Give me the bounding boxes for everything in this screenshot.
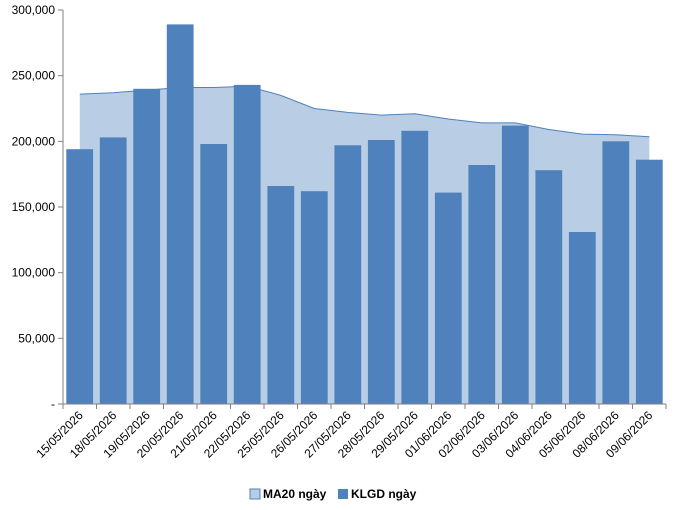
klgd-bar [200,144,228,404]
y-tick-label: - [51,397,55,411]
y-tick-label: 200,000 [12,134,56,148]
klgd-bar [434,192,462,404]
y-tick-label: 50,000 [18,331,55,345]
legend-swatch-klgd [338,489,348,499]
klgd-bar [635,159,663,404]
y-tick-label: 100,000 [12,266,56,280]
klgd-bar [568,232,596,404]
y-tick-label: 300,000 [12,3,56,17]
legend: MA20 ngày KLGD ngày [249,487,417,501]
legend-label-ma20: MA20 ngày [263,487,327,501]
klgd-bar [133,88,161,405]
klgd-bar [99,137,127,404]
klgd-bar [468,165,496,404]
legend-label-klgd: KLGD ngày [351,487,417,501]
klgd-bar [535,170,563,404]
klgd-bar [166,24,194,405]
klgd-bar [300,191,328,404]
klgd-bar [401,130,429,405]
klgd-bar [334,145,362,405]
y-tick-layer: - 50,000 100,000 150,000 200,000 250,000 300,0… [12,3,63,411]
klgd-bar [267,186,295,404]
klgd-bar [233,84,261,405]
klgd-bar [66,149,94,404]
y-tick-label: 150,000 [12,200,56,214]
klgd-bar [367,140,395,404]
bar-layer [66,24,663,405]
ma20-area-fill [79,86,650,404]
y-tick-label: 250,000 [12,69,56,83]
klgd-bar [602,141,630,405]
x-tick-layer: 15/05/202618/05/202619/05/202620/05/2026… [34,404,667,461]
klgd-bar [501,125,529,404]
ma20-area-layer [79,85,650,404]
legend-swatch-ma20 [249,488,261,500]
